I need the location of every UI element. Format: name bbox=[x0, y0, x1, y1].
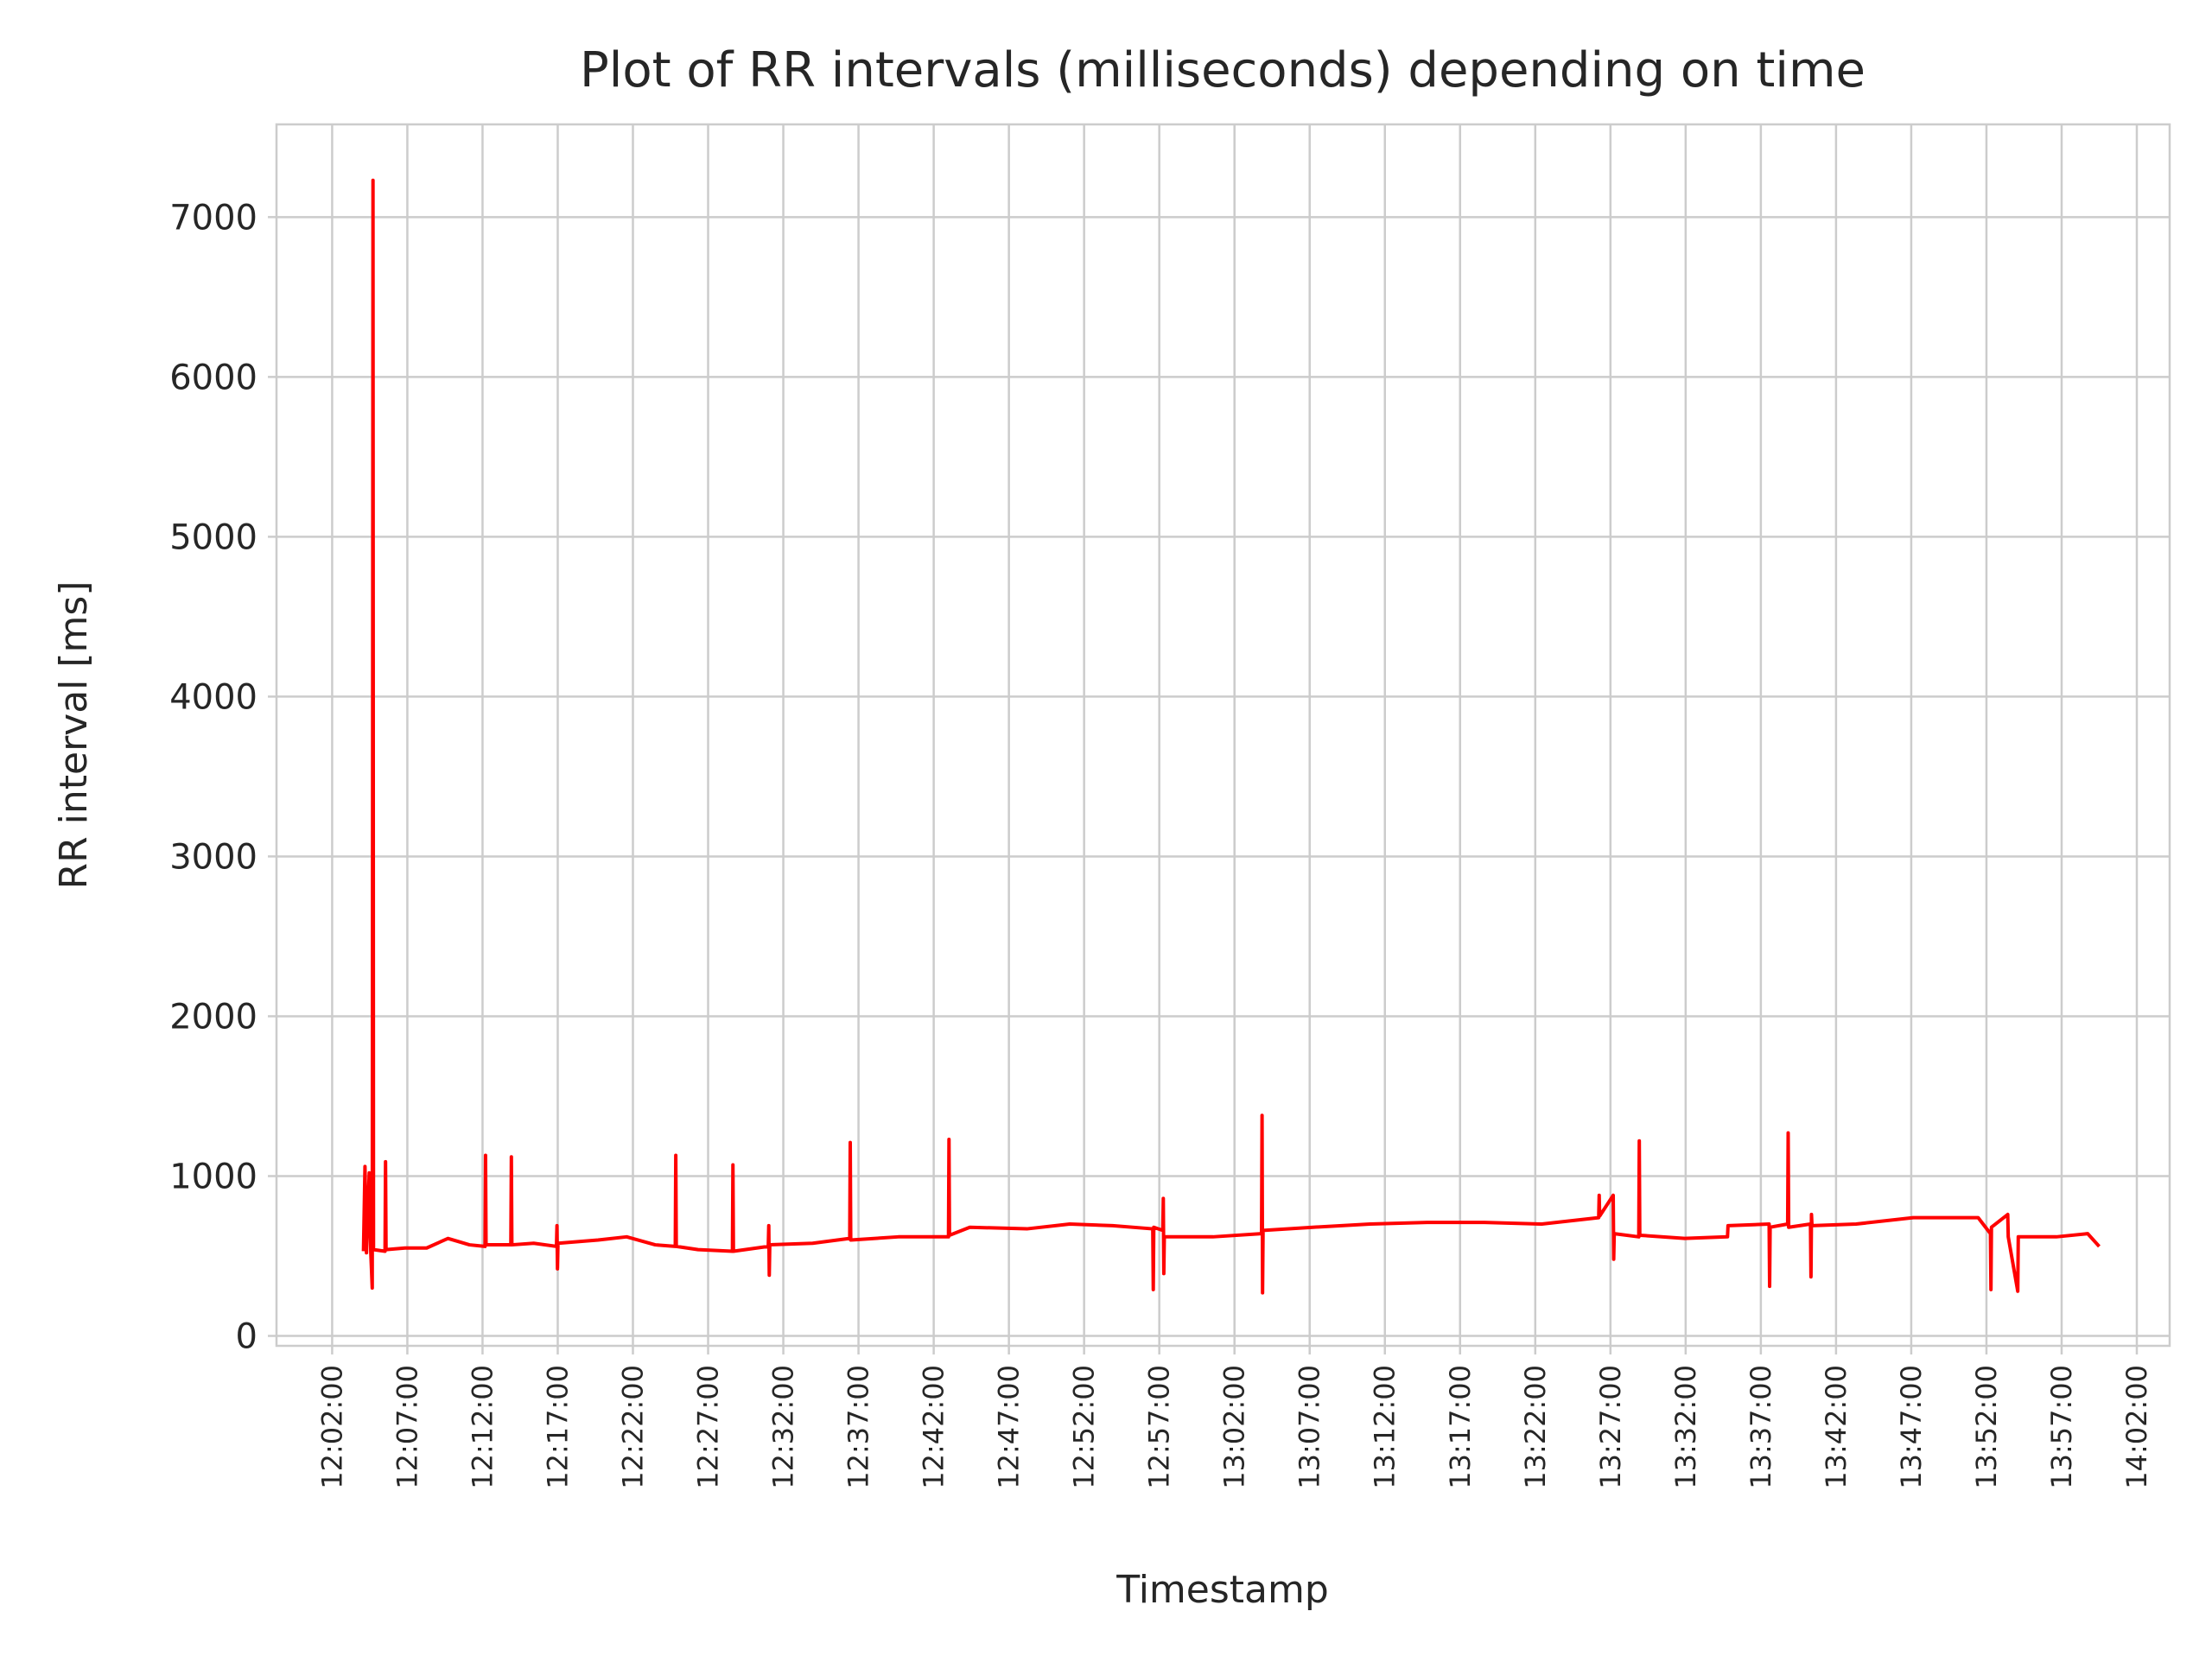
x-tick-label: 12:22:00 bbox=[616, 1365, 649, 1489]
y-axis-label: RR interval [ms] bbox=[52, 581, 96, 890]
plot-frame bbox=[275, 123, 2171, 1348]
x-tick-label: 13:32:00 bbox=[1669, 1365, 1702, 1489]
y-tick-label: 1000 bbox=[169, 1157, 257, 1196]
x-tick-label: 13:07:00 bbox=[1294, 1365, 1326, 1489]
y-tick-label: 7000 bbox=[169, 198, 257, 238]
x-tick-label: 13:42:00 bbox=[1820, 1365, 1853, 1489]
y-tick-label: 0 bbox=[236, 1317, 257, 1357]
x-tick-label: 12:42:00 bbox=[918, 1365, 950, 1489]
x-tick-label: 13:02:00 bbox=[1218, 1365, 1251, 1489]
x-tick-label: 13:52:00 bbox=[1970, 1365, 2003, 1489]
x-tick-label: 12:27:00 bbox=[692, 1365, 725, 1489]
x-tick-label: 12:07:00 bbox=[391, 1365, 423, 1489]
x-tick-label: 13:27:00 bbox=[1594, 1365, 1627, 1489]
x-tick-label: 13:37:00 bbox=[1745, 1365, 1777, 1489]
x-axis-label: Timestamp bbox=[1116, 1568, 1329, 1612]
x-tick-label: 13:12:00 bbox=[1369, 1365, 1402, 1489]
rr-line bbox=[361, 178, 2101, 1295]
y-tick-label: 4000 bbox=[169, 677, 257, 717]
y-tick-label: 6000 bbox=[169, 358, 257, 397]
x-tick-label: 12:02:00 bbox=[315, 1365, 348, 1489]
y-tick-label: 2000 bbox=[169, 997, 257, 1037]
chart-title: Plot of RR intervals (milliseconds) depe… bbox=[580, 42, 1866, 98]
x-tick-label: 12:57:00 bbox=[1143, 1365, 1176, 1489]
x-tick-label: 12:12:00 bbox=[466, 1365, 499, 1489]
y-tick-label: 3000 bbox=[169, 837, 257, 877]
x-tick-label: 13:57:00 bbox=[2045, 1365, 2078, 1489]
x-tick-label: 12:32:00 bbox=[767, 1365, 800, 1489]
x-tick-label: 14:02:00 bbox=[2120, 1365, 2153, 1489]
x-tick-label: 12:47:00 bbox=[993, 1365, 1026, 1489]
x-tick-label: 13:17:00 bbox=[1444, 1365, 1477, 1489]
x-tick-label: 13:22:00 bbox=[1519, 1365, 1552, 1489]
x-tick-label: 12:52:00 bbox=[1068, 1365, 1101, 1489]
x-tick-label: 13:47:00 bbox=[1895, 1365, 1928, 1489]
y-tick-label: 5000 bbox=[169, 517, 257, 557]
x-tick-label: 12:37:00 bbox=[842, 1365, 875, 1489]
x-tick-label: 12:17:00 bbox=[541, 1365, 574, 1489]
